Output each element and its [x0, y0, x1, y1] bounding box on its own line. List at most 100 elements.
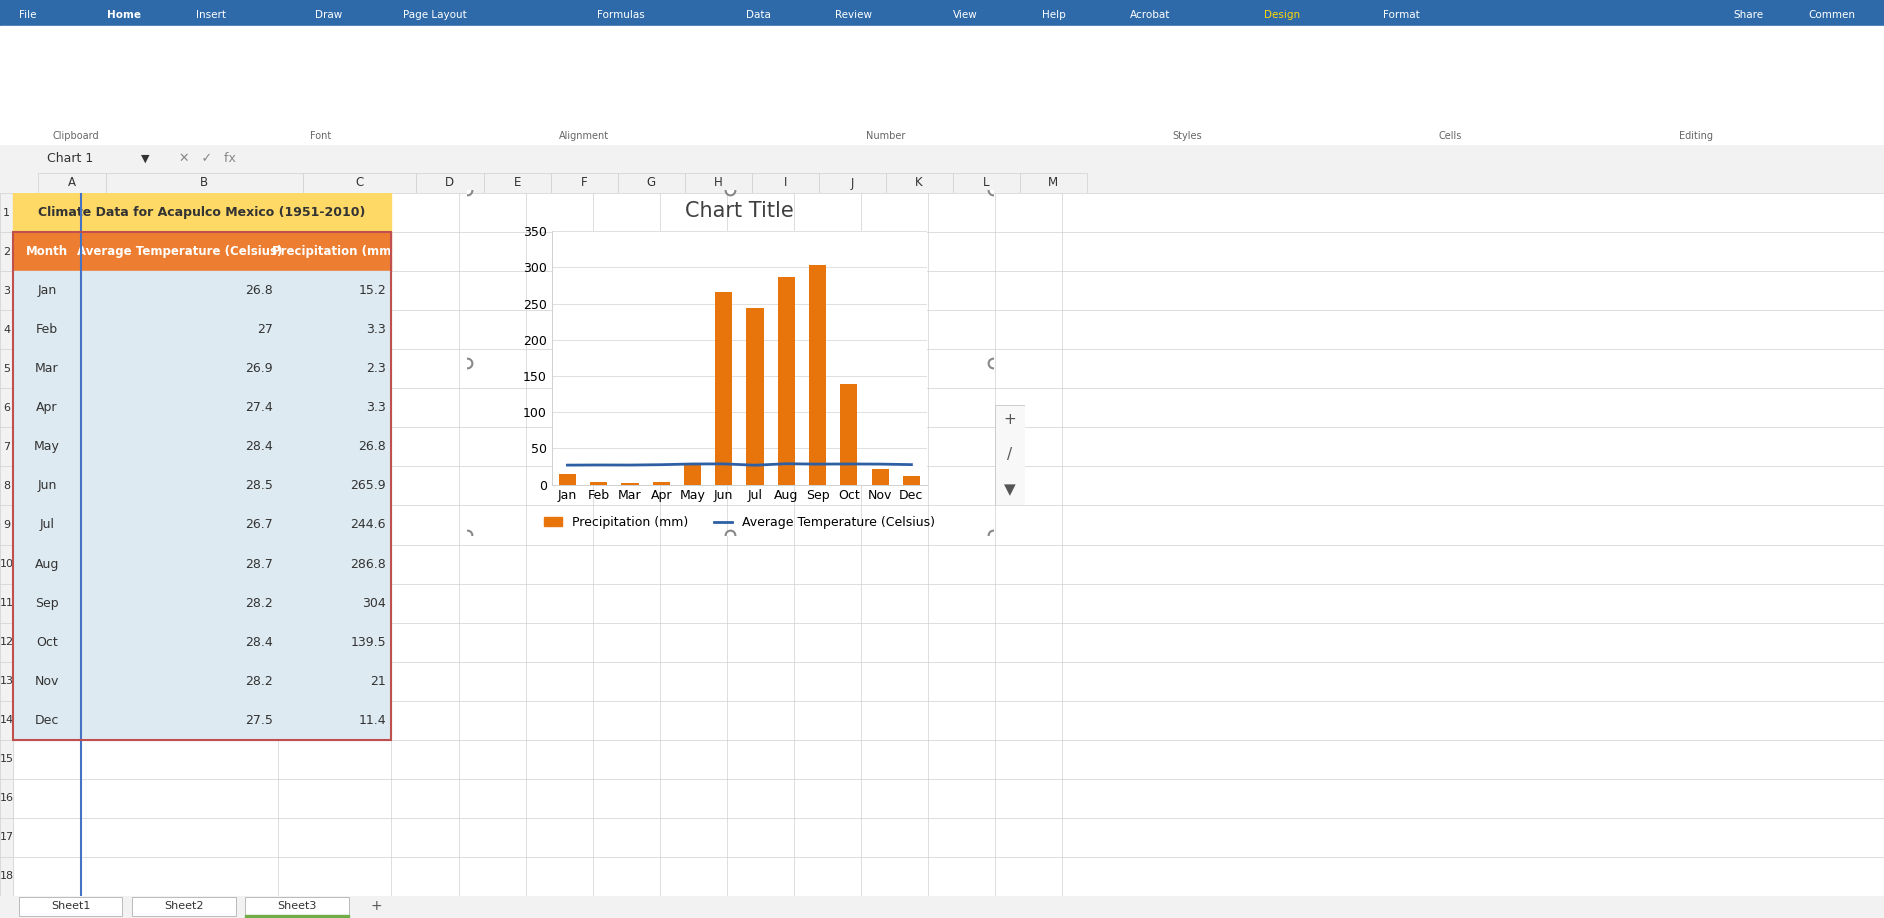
Text: Sheet3: Sheet3 — [277, 901, 317, 911]
Bar — [13, 193, 392, 232]
Text: 26.7: 26.7 — [245, 519, 273, 532]
Bar — [13, 310, 81, 349]
Text: H: H — [714, 176, 723, 189]
Text: Home: Home — [107, 9, 141, 19]
Bar — [106, 173, 303, 193]
Bar — [279, 428, 392, 466]
Text: 6: 6 — [4, 403, 9, 413]
Text: 11.4: 11.4 — [358, 714, 386, 727]
Text: Acrobat: Acrobat — [1130, 9, 1170, 19]
Text: May: May — [34, 441, 60, 453]
Text: C: C — [354, 176, 364, 189]
Text: Precipitation (mm): Precipitation (mm) — [271, 245, 398, 258]
Text: B: B — [200, 176, 209, 189]
Bar — [13, 662, 81, 700]
Bar — [13, 466, 81, 506]
Text: Feb: Feb — [36, 323, 58, 336]
Text: +: + — [1004, 412, 1015, 428]
Bar — [81, 506, 279, 544]
Text: 265.9: 265.9 — [350, 479, 386, 492]
Text: 1: 1 — [4, 207, 9, 218]
Text: G: G — [646, 176, 656, 189]
Text: 13: 13 — [0, 677, 13, 686]
Text: 28.4: 28.4 — [245, 441, 273, 453]
Bar — [279, 544, 392, 584]
Text: Mar: Mar — [36, 363, 58, 375]
Bar — [684, 465, 701, 485]
Text: 139.5: 139.5 — [350, 635, 386, 649]
Bar — [19, 897, 122, 916]
Bar — [81, 349, 279, 388]
Bar — [808, 264, 827, 485]
Text: Data: Data — [746, 9, 771, 19]
Bar — [590, 482, 607, 485]
Text: Formulas: Formulas — [597, 9, 644, 19]
Text: Commen: Commen — [1809, 9, 1856, 19]
Bar — [550, 173, 618, 193]
Text: 12: 12 — [0, 637, 13, 647]
Text: 26.9: 26.9 — [245, 363, 273, 375]
Bar — [81, 466, 279, 506]
Text: 28.2: 28.2 — [245, 675, 273, 688]
Text: View: View — [953, 9, 978, 19]
Text: Design: Design — [1264, 9, 1300, 19]
Bar — [484, 173, 550, 193]
Bar — [13, 584, 81, 622]
Bar — [279, 700, 392, 740]
Text: ✕   ✓   fx: ✕ ✓ fx — [179, 152, 236, 165]
Bar — [81, 622, 279, 662]
Bar — [279, 310, 392, 349]
Bar — [279, 388, 392, 428]
Text: A: A — [68, 176, 75, 189]
Bar — [81, 544, 279, 584]
Bar — [13, 506, 81, 544]
Bar — [684, 173, 752, 193]
Bar — [279, 349, 392, 388]
Bar — [13, 622, 81, 662]
Bar — [13, 388, 81, 428]
Bar — [13, 428, 81, 466]
Text: +: + — [371, 899, 382, 912]
Bar — [279, 232, 392, 271]
Text: 286.8: 286.8 — [350, 557, 386, 570]
Text: M: M — [1048, 176, 1059, 189]
Text: Alignment: Alignment — [560, 130, 609, 140]
Bar — [303, 173, 416, 193]
Text: 27: 27 — [256, 323, 273, 336]
Text: Share: Share — [1733, 9, 1763, 19]
Bar — [38, 173, 106, 193]
Text: Format: Format — [1383, 9, 1421, 19]
Bar — [279, 662, 392, 700]
Bar — [872, 469, 889, 485]
Text: Number: Number — [867, 130, 904, 140]
Text: 304: 304 — [362, 597, 386, 610]
Text: F: F — [580, 176, 588, 189]
Bar — [716, 292, 733, 485]
Text: Draw: Draw — [315, 9, 341, 19]
Bar — [13, 232, 392, 740]
Text: 28.5: 28.5 — [245, 479, 273, 492]
Bar — [746, 308, 763, 485]
Text: 4: 4 — [4, 325, 9, 335]
Text: Nov: Nov — [34, 675, 58, 688]
Bar — [13, 544, 81, 584]
Text: Sheet1: Sheet1 — [51, 901, 90, 911]
Bar — [953, 173, 1019, 193]
Text: 9: 9 — [4, 520, 9, 530]
Bar — [279, 466, 392, 506]
Bar — [279, 584, 392, 622]
Bar — [81, 428, 279, 466]
Text: ▼: ▼ — [141, 154, 151, 164]
Text: 27.4: 27.4 — [245, 401, 273, 414]
Bar — [618, 173, 684, 193]
Text: Aug: Aug — [34, 557, 58, 570]
Bar — [902, 476, 919, 485]
Text: 17: 17 — [0, 833, 13, 843]
Text: 8: 8 — [4, 481, 9, 491]
Text: Climate Data for Acapulco Mexico (1951-2010): Climate Data for Acapulco Mexico (1951-2… — [38, 206, 365, 219]
Bar — [13, 232, 81, 271]
Text: Jun: Jun — [38, 479, 57, 492]
Bar — [840, 384, 857, 485]
Text: E: E — [514, 176, 520, 189]
Bar — [81, 232, 279, 271]
